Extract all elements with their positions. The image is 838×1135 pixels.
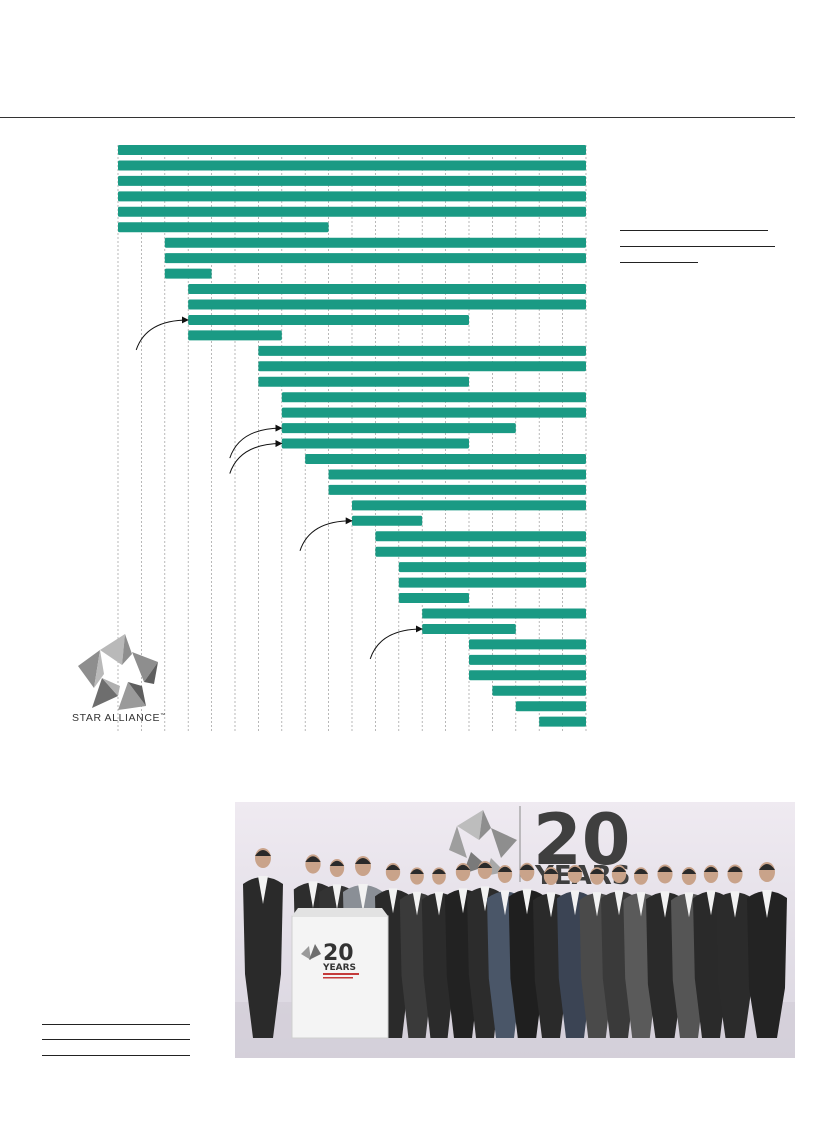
timeline-bar [188, 330, 282, 341]
timeline-bar [469, 670, 586, 681]
timeline-bar [281, 423, 516, 434]
person [716, 864, 754, 1038]
timeline-bar [281, 407, 586, 418]
timeline-bar [164, 268, 212, 279]
timeline-bar [164, 253, 587, 264]
logo-wordmark: STAR ALLIANCE™ [72, 712, 166, 724]
timeline-bar [422, 608, 586, 619]
timeline-bar [118, 175, 586, 186]
timeline-bar [258, 345, 586, 356]
person [243, 848, 283, 1038]
rule-line [620, 246, 775, 247]
timeline-bar [188, 314, 469, 325]
timeline-bar [258, 376, 469, 387]
podium-number: 20 [323, 941, 354, 966]
timeline-chart [117, 145, 587, 732]
timeline-bar [398, 593, 469, 604]
podium-word: YEARS [322, 963, 356, 973]
rule-line [42, 1039, 190, 1040]
timeline-bar [118, 160, 586, 171]
timeline-bar [118, 206, 586, 217]
star-alliance-logo [70, 630, 190, 730]
timeline-bar [469, 639, 586, 650]
podium: 20 YEARS [291, 908, 389, 1039]
timeline-bar [398, 577, 586, 588]
timeline-bar [328, 469, 586, 480]
timeline-bar [281, 392, 586, 403]
timeline-bar [352, 515, 423, 526]
annotation-arrow [135, 316, 189, 351]
timeline-bar [539, 716, 586, 727]
timeline-bar [492, 685, 586, 696]
annotation-arrow [299, 517, 353, 551]
timeline-bar [375, 546, 586, 557]
timeline-bar [375, 531, 586, 542]
rule-line [620, 262, 698, 263]
star-alliance-icon [78, 634, 158, 710]
group-photo: 20 YEARS 20 YEARS [235, 802, 795, 1058]
rule-line [42, 1055, 190, 1056]
timeline-bar [118, 222, 329, 233]
timeline-bar [515, 701, 586, 712]
timeline-bar [398, 562, 586, 573]
person [747, 862, 787, 1038]
top-rule [0, 117, 795, 118]
timeline-bar [258, 361, 586, 372]
timeline-bar [188, 284, 586, 295]
timeline-bar [469, 654, 586, 665]
timeline-bar [188, 299, 586, 310]
rule-line [42, 1024, 190, 1025]
annotation-arrow [229, 424, 283, 459]
timeline-bar [164, 237, 587, 248]
timeline-bar [118, 145, 586, 155]
rule-line [620, 230, 768, 231]
timeline-bar [118, 191, 586, 202]
timeline-bar [328, 484, 586, 495]
timeline-bar [305, 454, 586, 464]
timeline-bar [422, 623, 516, 634]
timeline-bar [281, 438, 469, 449]
annotation-arrow [369, 625, 423, 660]
timeline-bar [352, 500, 586, 511]
annotation-arrow [229, 440, 283, 474]
